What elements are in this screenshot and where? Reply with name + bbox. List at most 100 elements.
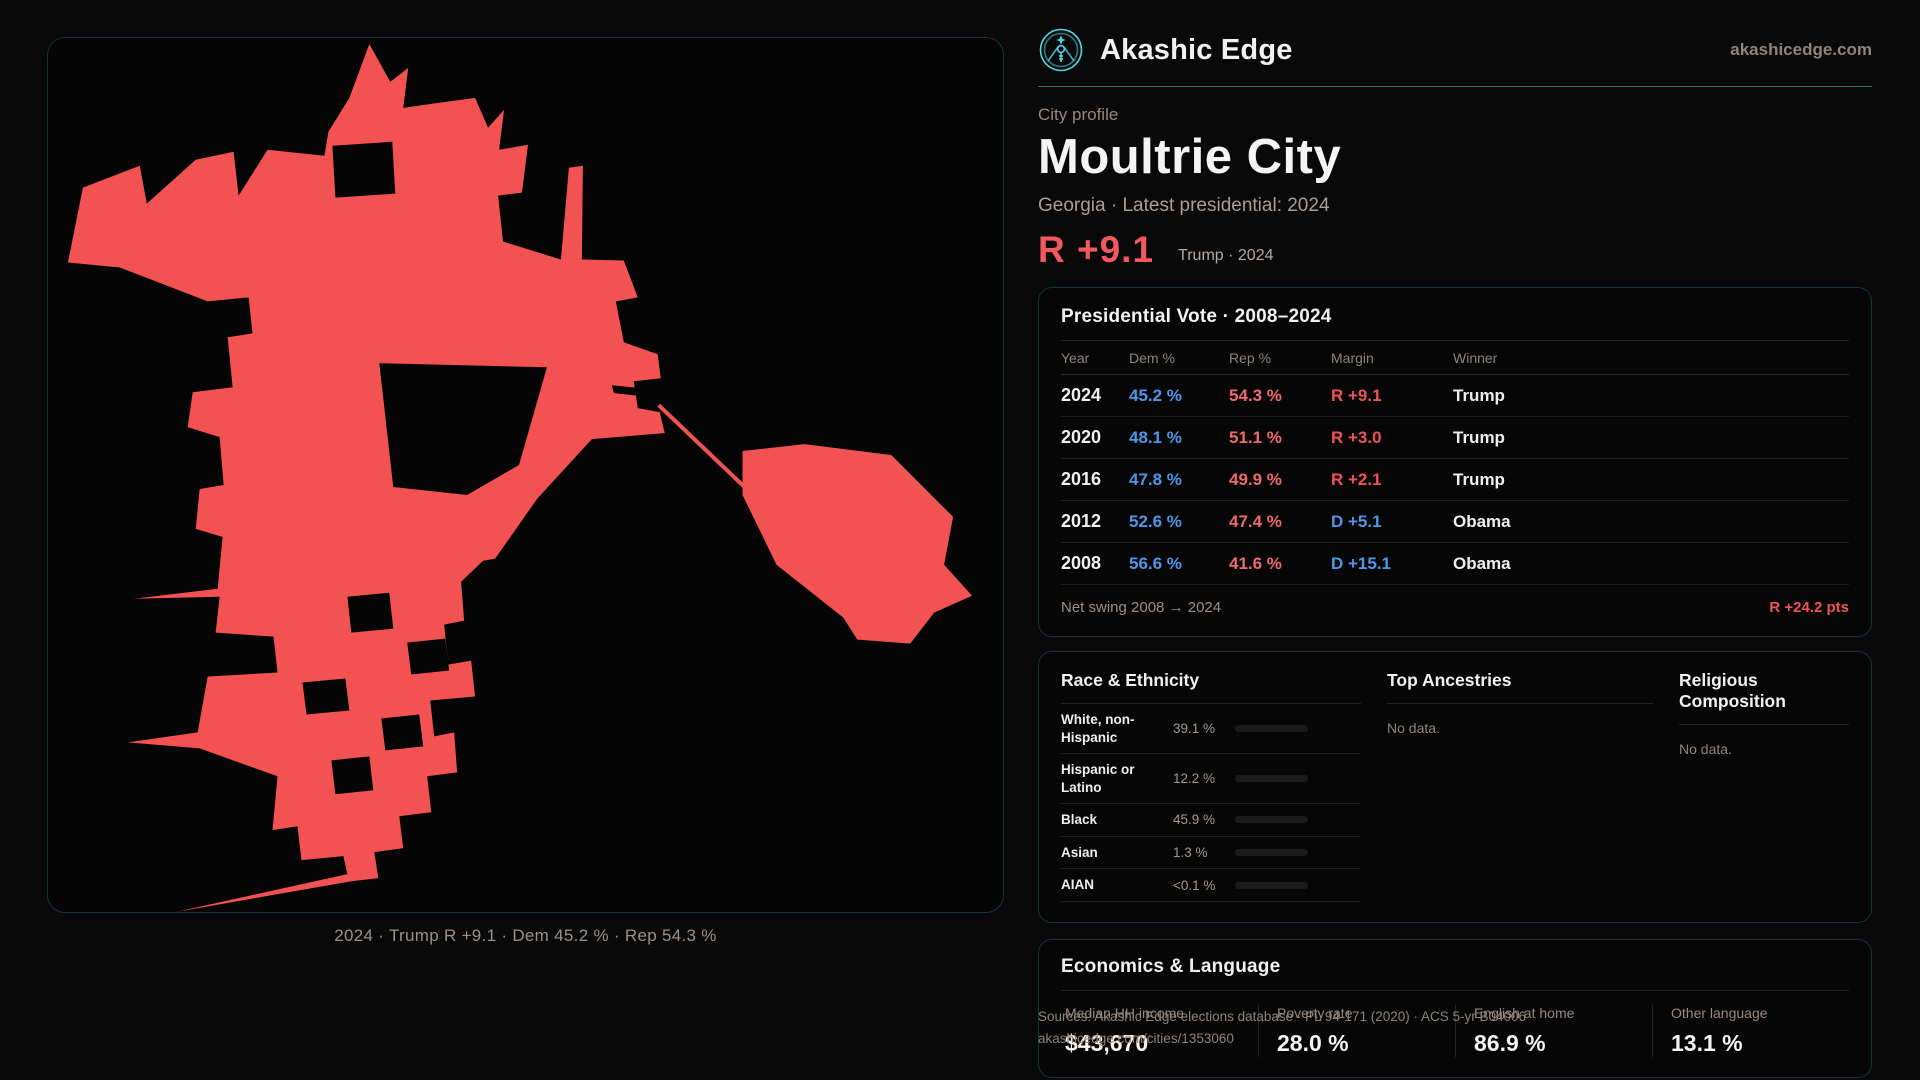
race-ethnicity-section: Race & Ethnicity White, non-Hispanic 39.…: [1061, 670, 1361, 904]
col-header-winner: Winner: [1453, 349, 1498, 366]
vote-table-header: Year Dem % Rep % Margin Winner: [1061, 341, 1849, 375]
race-bar-track: [1235, 849, 1308, 856]
winner-cell: Trump: [1453, 427, 1505, 447]
list-item: Black 45.9 %: [1061, 804, 1361, 837]
col-header-dem: Dem %: [1129, 349, 1175, 366]
stat-value: $43,670: [1065, 1030, 1149, 1056]
winner-cell: Trump: [1453, 385, 1505, 405]
ancestries-section-title: Top Ancestries: [1387, 670, 1512, 690]
race-label: Asian: [1061, 844, 1098, 860]
dem-cell: 45.2 %: [1129, 385, 1182, 405]
rep-cell: 49.9 %: [1229, 469, 1282, 489]
city-enclave-holes: [302, 141, 653, 795]
divider: [1061, 703, 1361, 704]
city-boundary-shape: [67, 43, 665, 912]
sources-text: Sources: Akashic Edge elections database…: [1038, 1009, 1527, 1024]
page-footer: Sources: Akashic Edge elections database…: [1038, 1006, 1526, 1050]
col-header-rep: Rep %: [1229, 349, 1272, 366]
winner-cell: Obama: [1453, 553, 1511, 573]
race-label: Black: [1061, 812, 1098, 828]
margin-cell: D +5.1: [1331, 511, 1382, 531]
list-item: AIAN <0.1 %: [1061, 869, 1361, 902]
list-item: Asian 1.3 %: [1061, 837, 1361, 870]
table-row: 2008 56.6 % 41.6 % D +15.1 Obama: [1061, 543, 1849, 585]
presidential-vote-card: Presidential Vote · 2008–2024 Year Dem %…: [1038, 287, 1872, 637]
race-value: 45.9 %: [1173, 812, 1216, 828]
permalink-text[interactable]: akashicedge.com/cities/1353060: [1038, 1031, 1234, 1046]
city-connector-line: [657, 403, 748, 491]
economics-stats-row: Median HH income $43,670 Poverty rate 28…: [1061, 1005, 1849, 1057]
net-swing-value: R +24.2 pts: [1769, 599, 1849, 616]
rep-cell: 41.6 %: [1229, 553, 1282, 573]
rep-cell: 54.3 %: [1229, 385, 1282, 405]
header-divider: [1038, 86, 1872, 87]
race-label: Hispanic or Latino: [1061, 762, 1135, 795]
vote-card-title: Presidential Vote · 2008–2024: [1061, 306, 1332, 327]
dem-cell: 48.1 %: [1129, 427, 1182, 447]
col-header-year: Year: [1061, 349, 1090, 366]
stat-value: 28.0 %: [1277, 1030, 1349, 1056]
stat-label: Poverty rate: [1277, 1005, 1353, 1021]
year-cell: 2024: [1061, 385, 1102, 405]
top-ancestries-section: Top Ancestries No data.: [1387, 670, 1653, 904]
race-bar-track: [1235, 775, 1308, 783]
margin-cell: R +2.1: [1331, 469, 1382, 489]
table-row: 2016 47.8 % 49.9 % R +2.1 Trump: [1061, 459, 1849, 501]
religious-composition-section: Religious Composition No data.: [1679, 670, 1849, 904]
race-bar-track: [1235, 881, 1308, 889]
dem-cell: 52.6 %: [1129, 511, 1182, 531]
net-swing-row: Net swing 2008 → 2024 R +24.2 pts: [1061, 585, 1849, 626]
year-cell: 2020: [1061, 427, 1102, 447]
city-map-card: [47, 37, 1004, 913]
dem-cell: 47.8 %: [1129, 469, 1182, 489]
year-cell: 2008: [1061, 553, 1102, 573]
winner-cell: Trump: [1453, 469, 1505, 489]
ancestries-empty-state: No data.: [1387, 720, 1440, 736]
page-title: Moultrie City: [1038, 130, 1342, 184]
stat-median-hh-income: Median HH income $43,670: [1061, 1005, 1258, 1057]
stat-other-language: Other language 13.1 %: [1652, 1005, 1849, 1057]
religion-section-title: Religious Composition: [1679, 670, 1786, 711]
table-row: 2020 48.1 % 51.1 % R +3.0 Trump: [1061, 417, 1849, 459]
brand-domain-link[interactable]: akashicedge.com: [1730, 40, 1872, 59]
table-row: 2024 45.2 % 54.3 % R +9.1 Trump: [1061, 375, 1849, 417]
divider: [1061, 340, 1849, 341]
year-cell: 2012: [1061, 511, 1102, 531]
stat-poverty-rate: Poverty rate 28.0 %: [1258, 1005, 1455, 1057]
table-row: 2012 52.6 % 47.4 % D +5.1 Obama: [1061, 501, 1849, 543]
winner-cell: Obama: [1453, 511, 1511, 531]
page-subtitle: Georgia · Latest presidential: 2024: [1038, 195, 1330, 216]
stat-label: Other language: [1671, 1005, 1768, 1021]
headline-margin-value: R +9.1: [1038, 229, 1155, 270]
race-value: <0.1 %: [1173, 877, 1216, 893]
stat-value: 13.1 %: [1671, 1030, 1743, 1056]
race-label: White, non-Hispanic: [1061, 712, 1135, 745]
map-caption: 2024 · Trump R +9.1 · Dem 45.2 % · Rep 5…: [334, 926, 717, 945]
economics-card: Economics & Language Median HH income $4…: [1038, 939, 1872, 1078]
stat-label: English at home: [1474, 1005, 1575, 1021]
divider: [1679, 724, 1849, 725]
rep-cell: 51.1 %: [1229, 427, 1282, 447]
year-cell: 2016: [1061, 469, 1102, 489]
stat-english-at-home: English at home 86.9 %: [1455, 1005, 1652, 1057]
dem-cell: 56.6 %: [1129, 553, 1182, 573]
rep-cell: 47.4 %: [1229, 511, 1282, 531]
city-boundary-map: [67, 43, 973, 912]
race-bar-track: [1235, 816, 1308, 824]
divider: [1387, 703, 1653, 704]
race-value: 12.2 %: [1173, 771, 1216, 787]
race-bar-track: [1235, 725, 1308, 733]
akashic-edge-logo-icon[interactable]: [1038, 27, 1084, 73]
list-item: Hispanic or Latino 12.2 %: [1061, 754, 1361, 805]
religion-empty-state: No data.: [1679, 741, 1732, 757]
col-header-margin: Margin: [1331, 349, 1374, 366]
margin-cell: R +9.1: [1331, 385, 1382, 405]
city-spur: [275, 403, 304, 456]
race-label: AIAN: [1061, 877, 1094, 893]
profile-panel: Akashic Edge akashicedge.com City profil…: [1038, 0, 1872, 1078]
margin-cell: D +15.1: [1331, 553, 1392, 573]
headline-margin-row: R +9.1 Trump · 2024: [1038, 229, 1872, 271]
demographics-card: Race & Ethnicity White, non-Hispanic 39.…: [1038, 651, 1872, 923]
margin-cell: R +3.0: [1331, 427, 1382, 447]
